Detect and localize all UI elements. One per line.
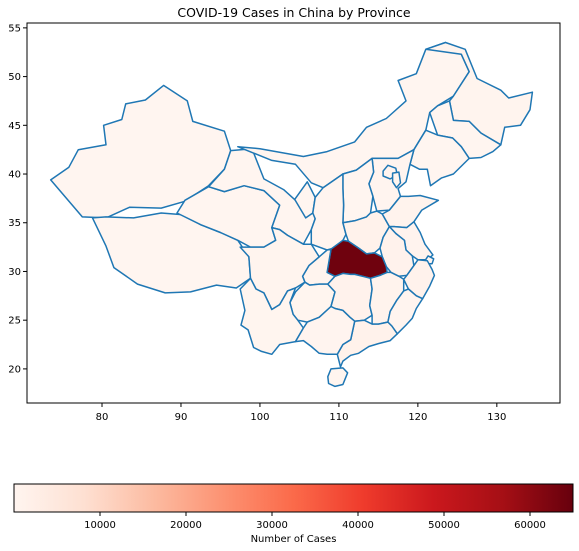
colorbar-tick-label: 60000: [514, 520, 546, 531]
colorbar-tick-label: 30000: [256, 520, 288, 531]
colorbar: [13, 483, 574, 513]
y-tick-label: 55: [8, 23, 21, 34]
colorbar-ticks: 10000 20000 30000 40000 50000 60000: [84, 512, 546, 531]
x-tick-label: 120: [408, 412, 427, 423]
y-tick-label: 30: [8, 267, 21, 278]
x-tick-label: 130: [487, 412, 506, 423]
province-regions: [49, 41, 534, 388]
x-tick-label: 90: [175, 412, 188, 423]
y-tick-label: 35: [8, 218, 21, 229]
colorbar-tick-label: 50000: [428, 520, 460, 531]
colorbar-label: Number of Cases: [251, 534, 337, 545]
province-hainan: [327, 367, 349, 388]
province-yunnan: [239, 277, 305, 356]
y-tick-label: 40: [8, 170, 21, 181]
colorbar-tick-label: 40000: [342, 520, 374, 531]
province-zhejiang: [402, 259, 436, 300]
y-tick-label: 50: [8, 72, 21, 83]
y-tick-label: 45: [8, 121, 21, 132]
x-tick-label: 80: [96, 412, 109, 423]
chart-title: COVID-19 Cases in China by Province: [177, 5, 411, 20]
province-tianjin: [391, 171, 402, 189]
x-axis-ticks: 80 90 100 110 120 130: [96, 403, 506, 423]
province-liaoning: [409, 129, 470, 187]
x-tick-label: 100: [250, 412, 269, 423]
axes-frame: [26, 22, 561, 404]
y-tick-label: 20: [8, 364, 21, 375]
colorbar-tick-label: 20000: [170, 520, 202, 531]
province-heilongjiang: [425, 41, 534, 146]
y-tick-label: 25: [8, 316, 21, 327]
province-guangxi: [294, 305, 356, 356]
province-xinjiang: [49, 84, 232, 219]
y-axis-ticks: 20 25 30 35 40 45 50 55: [8, 23, 27, 375]
x-tick-label: 110: [329, 412, 348, 423]
colorbar-tick-label: 10000: [84, 520, 116, 531]
